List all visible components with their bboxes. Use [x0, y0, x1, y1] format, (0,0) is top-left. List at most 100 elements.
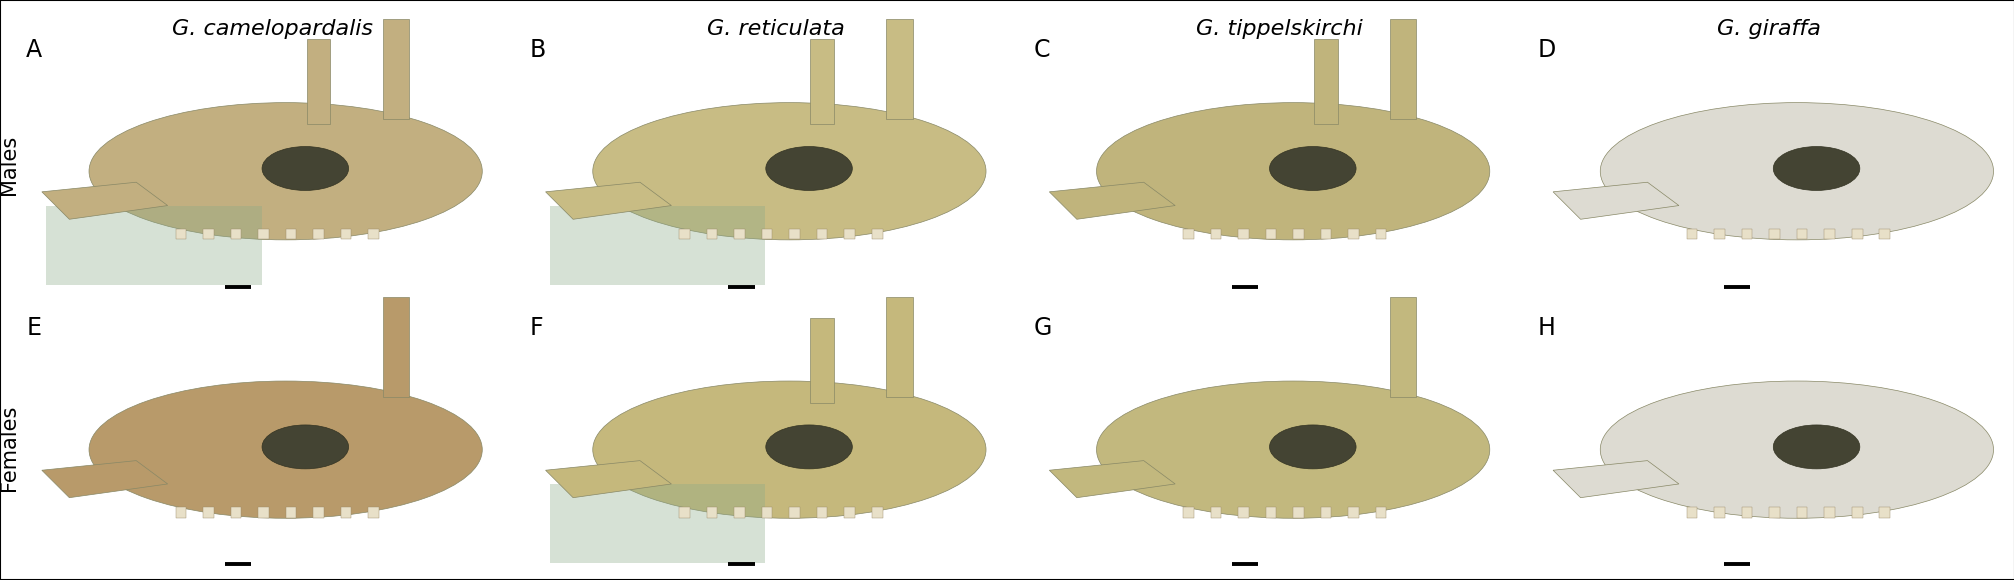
Ellipse shape [1772, 425, 1859, 469]
Bar [1210, 508, 1220, 518]
Bar [286, 508, 296, 518]
Text: G: G [1033, 316, 1051, 340]
Bar [286, 229, 296, 240]
Bar [1313, 39, 1337, 124]
Ellipse shape [89, 103, 481, 240]
Bar [36, 304, 516, 568]
Text: G. tippelskirchi: G. tippelskirchi [1196, 19, 1361, 38]
Bar [1796, 229, 1807, 240]
Bar [1851, 508, 1861, 518]
Bar [1714, 508, 1724, 518]
Bar [1740, 508, 1752, 518]
Bar [872, 508, 882, 518]
Bar [816, 229, 828, 240]
Bar [844, 508, 854, 518]
Polygon shape [546, 461, 671, 498]
Bar [1390, 19, 1416, 119]
Bar [230, 229, 242, 240]
Ellipse shape [592, 103, 985, 240]
Bar [1376, 229, 1386, 240]
Polygon shape [42, 461, 167, 498]
Polygon shape [42, 182, 167, 219]
Bar [1823, 508, 1835, 518]
Bar [203, 508, 213, 518]
Ellipse shape [1269, 147, 1355, 190]
Bar [1796, 508, 1807, 518]
Bar [1319, 229, 1331, 240]
Bar [886, 19, 912, 119]
Bar [1376, 508, 1386, 518]
Text: E: E [26, 316, 40, 340]
Bar [1686, 508, 1696, 518]
Text: B: B [530, 38, 546, 61]
Bar [1851, 229, 1861, 240]
Bar [1686, 229, 1696, 240]
Bar [383, 19, 409, 119]
Bar [1347, 229, 1357, 240]
Bar [1293, 229, 1303, 240]
Text: G. camelopardalis: G. camelopardalis [171, 19, 373, 38]
Bar [36, 26, 516, 290]
Bar [1823, 229, 1835, 240]
Polygon shape [546, 182, 671, 219]
Bar [1293, 508, 1303, 518]
Bar [1547, 26, 2014, 290]
Bar [369, 508, 379, 518]
Text: Males: Males [0, 135, 18, 195]
Bar [312, 229, 324, 240]
Bar [1768, 229, 1778, 240]
Bar [1740, 229, 1752, 240]
Bar [761, 508, 771, 518]
Text: C: C [1033, 38, 1049, 61]
Bar [707, 229, 717, 240]
Bar [789, 229, 800, 240]
Bar [1319, 508, 1331, 518]
Ellipse shape [1269, 425, 1355, 469]
Text: A: A [26, 38, 42, 61]
Bar [844, 229, 854, 240]
Bar [1879, 229, 1889, 240]
Bar [761, 229, 771, 240]
Bar [789, 508, 800, 518]
Bar [175, 508, 185, 518]
Bar [1182, 508, 1192, 518]
Text: D: D [1537, 38, 1555, 61]
Bar [810, 317, 834, 403]
Ellipse shape [592, 381, 985, 519]
Ellipse shape [765, 425, 852, 469]
Bar [1043, 304, 1523, 568]
Bar [258, 508, 268, 518]
Bar [540, 26, 1019, 290]
Polygon shape [1553, 461, 1678, 498]
Ellipse shape [262, 425, 348, 469]
Text: G. reticulata: G. reticulata [707, 19, 844, 38]
Bar [203, 229, 213, 240]
Ellipse shape [765, 147, 852, 190]
Text: F: F [530, 316, 544, 340]
Bar [383, 297, 409, 397]
Text: H: H [1537, 316, 1555, 340]
Bar [369, 229, 379, 240]
Bar [1768, 508, 1778, 518]
Bar [1237, 508, 1249, 518]
Ellipse shape [1599, 381, 1992, 519]
Bar [46, 205, 262, 285]
Bar [340, 229, 350, 240]
Bar [810, 39, 834, 124]
Bar [872, 229, 882, 240]
Ellipse shape [1772, 147, 1859, 190]
Bar [550, 205, 765, 285]
Bar [340, 508, 350, 518]
Bar [550, 484, 765, 563]
Bar [679, 229, 689, 240]
Bar [306, 39, 330, 124]
Bar [679, 508, 689, 518]
Bar [1182, 229, 1192, 240]
Polygon shape [1049, 182, 1174, 219]
Bar [733, 229, 745, 240]
Ellipse shape [89, 381, 481, 519]
Ellipse shape [262, 147, 348, 190]
Bar [1265, 229, 1275, 240]
Text: Females: Females [0, 405, 18, 491]
Bar [230, 508, 242, 518]
